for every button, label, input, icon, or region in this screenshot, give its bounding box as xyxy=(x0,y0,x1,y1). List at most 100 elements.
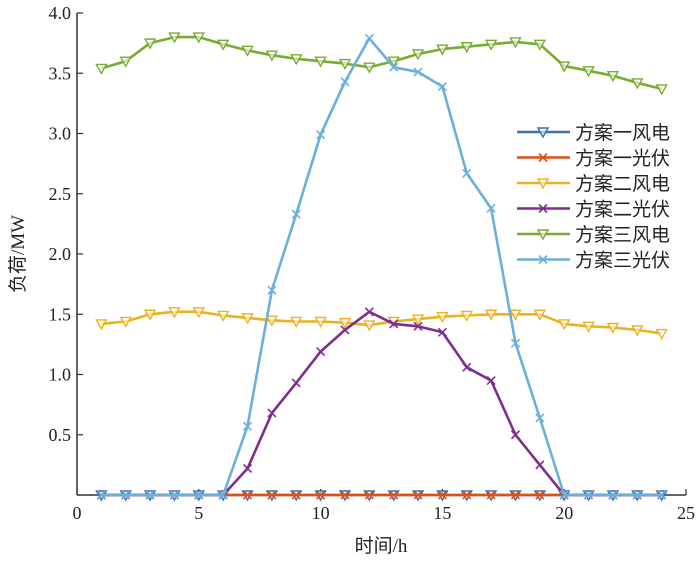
data-point xyxy=(632,490,642,500)
data-point xyxy=(143,38,157,50)
series-line xyxy=(101,35,662,91)
data-point xyxy=(437,327,447,337)
legend-label: 方案三风电 xyxy=(575,224,670,246)
data-point xyxy=(486,490,496,500)
data-point xyxy=(486,375,496,386)
data-point xyxy=(267,408,277,418)
series-5 xyxy=(95,32,668,96)
data-point xyxy=(657,490,667,500)
legend-marker-icon xyxy=(536,127,550,139)
data-point xyxy=(559,490,569,500)
data-point xyxy=(535,460,545,470)
data-point xyxy=(290,316,303,328)
data-point xyxy=(389,319,399,329)
data-point xyxy=(218,490,228,500)
data-point xyxy=(655,84,668,96)
data-point xyxy=(95,63,108,75)
y-tick-label: 2.0 xyxy=(49,244,72,264)
data-point xyxy=(169,490,180,500)
data-point xyxy=(119,316,132,328)
data-point xyxy=(462,490,472,500)
legend-marker-icon xyxy=(538,203,548,214)
data-point xyxy=(558,61,571,73)
data-point xyxy=(216,39,230,51)
y-tick-label: 3.0 xyxy=(49,124,72,144)
data-point xyxy=(241,313,254,325)
data-point xyxy=(436,311,449,324)
legend-item: 方案三光伏 xyxy=(517,250,670,272)
data-point xyxy=(316,347,326,357)
legend-item: 方案三风电 xyxy=(517,224,670,246)
legend-label: 方案一风电 xyxy=(575,122,670,144)
data-point xyxy=(145,490,155,500)
data-point xyxy=(533,309,547,321)
series-line xyxy=(101,310,662,497)
legend-marker-icon xyxy=(538,254,548,265)
data-point xyxy=(363,62,376,74)
data-point xyxy=(364,490,374,500)
data-point xyxy=(606,322,620,334)
data-point xyxy=(95,319,108,331)
data-point xyxy=(608,490,618,500)
data-point xyxy=(314,56,327,68)
legend-marker-icon xyxy=(536,229,550,241)
data-point xyxy=(168,32,181,44)
legend-label: 方案三光伏 xyxy=(575,250,670,272)
data-point xyxy=(631,325,644,337)
data-point xyxy=(241,45,254,57)
data-point xyxy=(364,33,374,43)
data-point xyxy=(411,49,425,61)
data-point xyxy=(290,54,303,66)
data-point xyxy=(484,39,498,51)
legend-label: 方案二光伏 xyxy=(575,199,670,221)
data-point xyxy=(606,70,620,83)
data-point xyxy=(510,490,521,500)
data-point xyxy=(194,490,204,500)
data-point xyxy=(535,413,545,423)
data-point xyxy=(242,463,253,474)
data-point xyxy=(535,490,545,500)
data-point xyxy=(338,58,352,71)
data-point xyxy=(462,362,472,372)
legend-label: 方案一光伏 xyxy=(575,148,670,170)
data-point xyxy=(583,490,594,500)
data-point xyxy=(242,421,253,431)
data-point xyxy=(389,62,399,72)
legend-marker-icon xyxy=(536,178,550,190)
data-point xyxy=(509,309,522,321)
data-point xyxy=(484,309,498,321)
data-point xyxy=(143,309,157,321)
x-tick-label: 5 xyxy=(194,503,203,523)
data-point xyxy=(340,325,350,335)
data-point xyxy=(363,320,376,332)
data-point xyxy=(486,203,496,213)
data-point xyxy=(437,490,447,500)
y-axis-label: 负荷/MW xyxy=(7,215,29,293)
data-point xyxy=(460,310,473,322)
data-point xyxy=(121,490,131,500)
data-point xyxy=(460,42,473,54)
data-point xyxy=(291,378,301,388)
data-point xyxy=(413,67,423,77)
data-point xyxy=(265,50,279,62)
data-point xyxy=(338,317,352,330)
legend-item: 方案二风电 xyxy=(517,173,670,195)
data-point xyxy=(413,490,423,500)
data-point xyxy=(216,310,230,322)
series-4 xyxy=(96,307,667,500)
data-point xyxy=(655,328,668,340)
data-point xyxy=(96,490,106,500)
data-point xyxy=(316,130,326,140)
x-tick-label: 10 xyxy=(312,503,330,523)
legend-item: 方案一光伏 xyxy=(517,148,670,170)
x-axis-label: 时间/h xyxy=(355,535,408,557)
axes: 0 5 10 15 20 25 0.5 1.0 1.5 2.0 2.5 3.0 3.5 4.0 xyxy=(49,3,696,523)
data-point xyxy=(267,490,277,500)
legend-label: 方案二风电 xyxy=(575,173,670,195)
series-line xyxy=(101,36,662,497)
series-3 xyxy=(95,307,668,340)
series-line xyxy=(101,310,662,335)
data-point xyxy=(364,307,374,317)
